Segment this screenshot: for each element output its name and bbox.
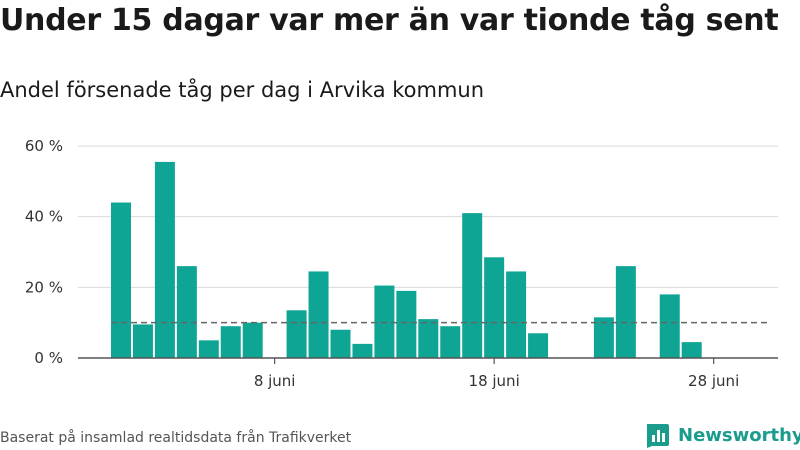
x-tick-label: 28 juni [688,372,739,390]
bar [132,324,153,358]
y-tick-label: 20 % [25,278,63,296]
bar [242,322,263,358]
y-tick-label: 60 % [25,137,63,155]
bar [528,333,549,358]
bar [308,271,329,358]
x-tick-label: 18 juni [469,372,520,390]
bar [440,326,461,358]
bars [111,161,702,358]
bar [286,310,307,358]
y-tick-label: 0 % [34,349,63,367]
bar [220,326,241,358]
bar [681,342,702,358]
brand-logo: Newsworthy [644,421,800,449]
bar [154,161,175,358]
bar [352,343,373,358]
bar [396,290,417,358]
chart-subtitle: Andel försenade tåg per dag i Arvika kom… [0,78,485,102]
source-note: Baserat på insamlad realtidsdata från Tr… [0,430,352,446]
y-axis-labels: 0 % 20 % 40 % 60 % [25,137,63,367]
bar [462,213,483,358]
brand-name: Newsworthy [678,424,800,446]
bar [506,271,527,358]
bar [198,340,219,358]
x-tick-label: 8 juni [254,372,296,390]
bar [330,329,351,358]
y-tick-label: 40 % [25,208,63,226]
newsworthy-logo-icon [647,424,669,448]
bar [418,319,439,358]
chart-title: Under 15 dagar var mer än var tionde tåg… [0,3,779,38]
bar-chart: 0 % 20 % 40 % 60 % 8 juni 18 juni 28 juni [25,137,778,390]
bar [374,285,395,358]
bar [615,266,636,358]
bar [111,202,131,358]
bar [593,317,614,358]
bar [659,294,680,358]
x-axis-ticks: 8 juni 18 juni 28 juni [254,358,739,390]
bar [176,266,197,358]
bar [484,257,505,358]
